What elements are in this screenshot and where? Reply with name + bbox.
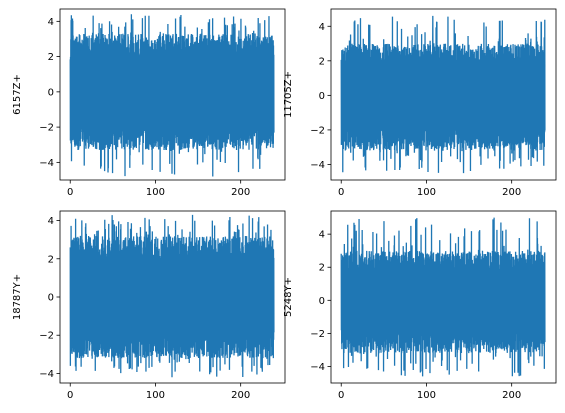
subplot-3: 0 100 200 −4 −2 0 2 4 18787Y+	[12, 210, 286, 401]
x-tick-label: 0	[67, 187, 73, 198]
y-tick-label: −2	[39, 123, 54, 134]
y-tick-label: 0	[319, 296, 325, 307]
x-tick-label: 200	[502, 187, 521, 198]
series-line	[340, 15, 546, 174]
x-tick-label: 200	[502, 390, 521, 401]
y-tick-label: −2	[310, 329, 325, 340]
y-tick-label: −2	[39, 331, 54, 342]
x-tick-label: 200	[231, 187, 250, 198]
x-tick-label: 0	[67, 390, 73, 401]
y-tick-label: 2	[48, 254, 54, 265]
series-line	[69, 214, 275, 378]
y-tick-label: −4	[310, 160, 325, 171]
y-tick-label: −2	[310, 125, 325, 136]
axes-frame	[330, 8, 557, 181]
y-tick-label: 2	[319, 56, 325, 67]
y-tick-label: 0	[48, 87, 54, 98]
x-tick-label: 100	[146, 390, 165, 401]
x-tick-label: 200	[231, 390, 250, 401]
series-line	[340, 217, 546, 377]
y-tick-label: 4	[48, 17, 54, 28]
series-line	[69, 14, 275, 177]
y-tick-label: 0	[48, 293, 54, 304]
y-axis-label: 6157Z+	[12, 74, 23, 115]
x-tick-label: 0	[338, 390, 344, 401]
x-tick-label: 100	[417, 187, 436, 198]
y-tick-label: −4	[310, 362, 325, 373]
x-tick-label: 100	[146, 187, 165, 198]
axes-frame	[330, 210, 557, 384]
subplot-4: 0 100 200 −4 −2 0 2 4 5248Y+	[283, 210, 557, 401]
y-tick-label: 4	[319, 22, 325, 33]
y-tick-label: −4	[39, 369, 54, 380]
y-axis-label: 18787Y+	[12, 274, 23, 320]
y-axis-label: 11705Z+	[283, 71, 294, 118]
y-tick-label: 4	[319, 230, 325, 241]
subplot-2: 0 100 200 −4 −2 0 2 4 11705Z+	[283, 8, 557, 198]
x-tick-label: 0	[338, 187, 344, 198]
axes-frame	[59, 8, 286, 181]
y-tick-label: −4	[39, 158, 54, 169]
y-tick-label: 2	[48, 52, 54, 63]
y-tick-label: 0	[319, 91, 325, 102]
x-tick-label: 100	[417, 390, 436, 401]
y-tick-label: 2	[319, 263, 325, 274]
y-axis-label: 5248Y+	[283, 277, 294, 317]
y-tick-label: 4	[48, 216, 54, 227]
subplot-1: 0 100 200 −4 −2 0 2 4 6157Z+	[12, 8, 286, 198]
